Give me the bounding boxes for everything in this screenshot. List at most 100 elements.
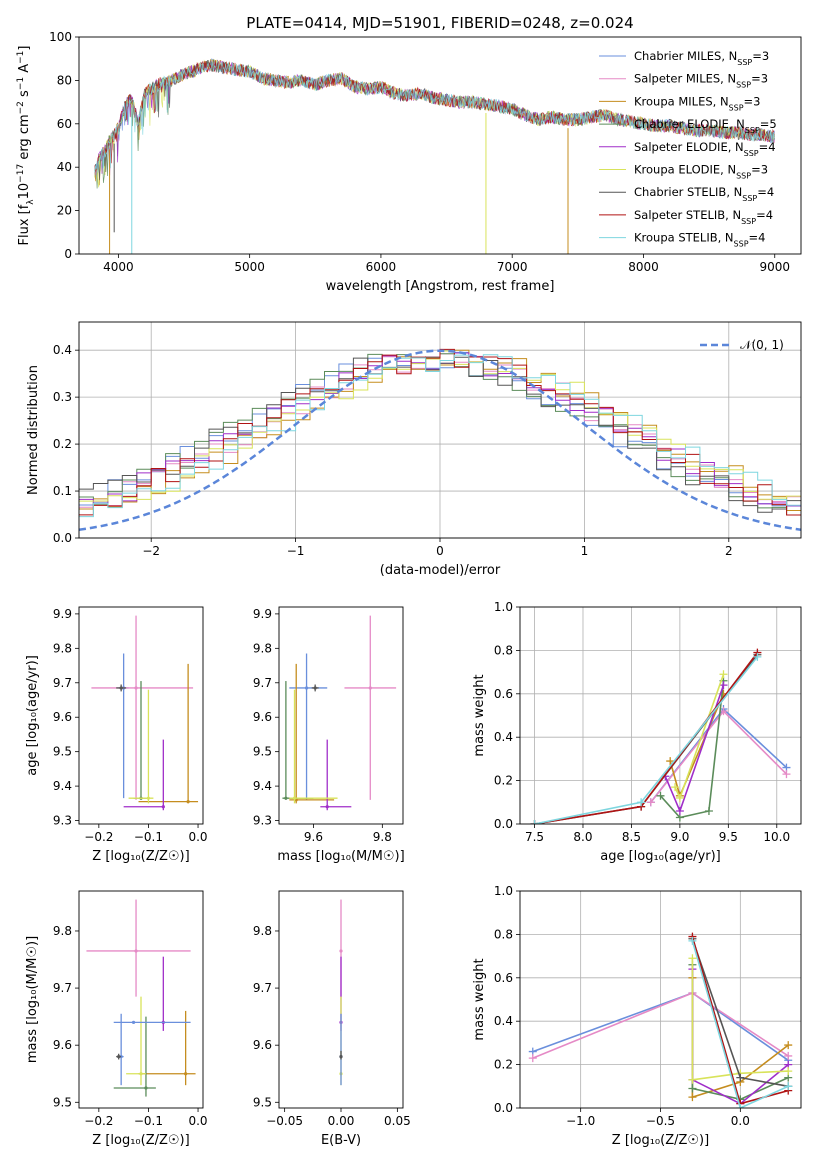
weight-vs-age-chart: 7.5 8.0 8.5 9.0 9.5 10.0 0.0 0.2 0.4 0.6 0.8 1.0 age… <box>472 600 802 864</box>
legend: Chabrier MILES, NSSP=3 Salpeter MILES, NS… <box>599 49 777 248</box>
y-tick-label: 9.7 <box>53 981 72 995</box>
error-bars <box>86 899 196 1097</box>
y-tick-label: 9.5 <box>253 1095 272 1109</box>
legend-label: 𝒩(0, 1) <box>740 338 784 352</box>
spectrum-line <box>94 59 775 173</box>
y-tick-label: 9.3 <box>53 814 72 828</box>
data-point <box>131 1020 136 1024</box>
x-tick-label: 0.0 <box>188 830 207 844</box>
y-tick-label: 9.3 <box>253 814 272 828</box>
y-tick-label: 9.8 <box>53 641 72 655</box>
y-axis-label: Flux [fλ10−17 erg cm−2 s−1 A−1] <box>16 46 36 246</box>
weight-marker <box>656 791 665 800</box>
data-point <box>339 1055 343 1059</box>
data-point <box>284 796 288 800</box>
x-axis-label: mass [log₁₀(M/M☉)] <box>277 849 404 864</box>
page-title: PLATE=0414, MJD=51901, FIBERID=0248, z=0… <box>246 14 633 32</box>
x-axis-label: (data-model)/error <box>380 563 501 578</box>
normal-curve <box>79 349 801 532</box>
weight-marker <box>688 954 697 963</box>
x-axis-label: E(B-V) <box>321 1133 361 1148</box>
y-tick-label: 9.5 <box>53 745 72 759</box>
weight-marker <box>688 1075 697 1084</box>
x-tick-label: 9.6 <box>304 830 323 844</box>
weight-lines <box>528 932 793 1108</box>
x-tick-label: 8.5 <box>622 830 641 844</box>
legend-label: Salpeter STELIB, NSSP=4 <box>634 208 773 226</box>
x-tick-label: 9.0 <box>670 830 689 844</box>
x-tick-label: 0 <box>436 544 444 558</box>
x-tick-label: 9.5 <box>719 830 738 844</box>
data-point <box>184 1072 188 1076</box>
histogram-step <box>79 348 801 516</box>
y-tick-label: 9.4 <box>253 779 272 793</box>
plot-area <box>528 932 793 1108</box>
y-tick-label: 60 <box>57 117 72 131</box>
plot-area <box>86 899 196 1097</box>
y-tick-label: 9.5 <box>53 1095 72 1109</box>
y-tick-label: 0.0 <box>53 531 72 545</box>
weight-marker <box>528 1054 537 1063</box>
data-point <box>325 805 329 809</box>
age-vs-Z-chart: −0.2 −0.1 0.0 9.3 9.4 9.5 9.6 9.7 9.8 9.9 Z [log₁₀… <box>25 606 208 864</box>
mass-vs-ebv-chart: −0.05 0.00 0.05 9.5 9.6 9.7 9.8 E(B-V) <box>253 890 411 1148</box>
axes-frame <box>519 606 802 825</box>
legend-label: Kroupa STELIB, NSSP=4 <box>634 231 765 249</box>
weight-marker <box>675 793 684 802</box>
y-tick-label: 0 <box>64 247 72 261</box>
weight-marker <box>688 1084 697 1093</box>
weight-line <box>691 958 789 1081</box>
data-point <box>368 686 372 690</box>
x-tick-label: 8000 <box>628 260 659 274</box>
weight-line <box>691 940 789 1108</box>
weight-marker <box>784 1067 793 1076</box>
x-tick-label: −2 <box>142 544 160 558</box>
y-tick-label: 9.9 <box>53 607 72 621</box>
x-axis-label: wavelength [Angstrom, rest frame] <box>326 279 555 294</box>
weight-marker <box>688 1093 697 1102</box>
y-tick-label: 0.4 <box>494 730 513 744</box>
axes-frame <box>78 890 204 1109</box>
y-tick-label: 9.8 <box>53 924 72 938</box>
y-tick-label: 100 <box>49 30 72 44</box>
y-tick-label: 0.0 <box>494 817 513 831</box>
y-tick-label: 40 <box>57 160 72 174</box>
plot-area <box>339 899 343 1086</box>
histogram-step <box>79 354 801 518</box>
x-tick-label: 7000 <box>497 260 528 274</box>
weight-marker <box>637 798 646 807</box>
y-tick-label: 9.6 <box>53 710 72 724</box>
y-tick-label: 9.7 <box>253 981 272 995</box>
x-tick-label: 10.0 <box>763 830 790 844</box>
weight-marker <box>688 936 697 945</box>
x-tick-label: −0.2 <box>84 830 113 844</box>
x-tick-label: −0.5 <box>646 1114 675 1128</box>
data-point <box>134 949 138 953</box>
y-tick-label: 9.5 <box>253 745 272 759</box>
plot-area <box>91 615 199 811</box>
axes-frame <box>278 606 404 825</box>
weight-marker <box>530 820 539 824</box>
y-tick-label: 0.2 <box>494 1058 513 1072</box>
y-tick-label: 1.0 <box>494 884 513 898</box>
residuals-chart: −2 −1 0 1 2 0.0 0.1 0.2 0.3 0.4 (data-model)/error… <box>26 321 802 578</box>
x-tick-label: 9.8 <box>373 830 392 844</box>
data-point <box>144 1086 148 1090</box>
legend-label: Chabrier MILES, NSSP=3 <box>634 49 769 67</box>
x-tick-label: 6000 <box>366 260 397 274</box>
axes-frame <box>78 36 802 255</box>
spectrum-line <box>94 60 775 173</box>
weight-vs-Z-chart: −1.0 −0.5 0.0 0.0 0.2 0.4 0.6 0.8 1.0 Z [log₁₀(Z/… <box>472 884 802 1148</box>
data-point <box>146 796 151 800</box>
x-tick-label: −1 <box>287 544 305 558</box>
weight-marker <box>646 798 655 807</box>
y-tick-label: 0.6 <box>494 687 513 701</box>
y-tick-label: 9.6 <box>253 710 272 724</box>
y-axis-label: mass weight <box>472 674 487 756</box>
x-axis-label: Z [log₁₀(Z/Z☉)] <box>92 849 189 864</box>
legend-label: Salpeter MILES, NSSP=3 <box>634 72 768 90</box>
weight-marker <box>784 1051 793 1060</box>
y-axis-label: Normed distribution <box>26 365 41 495</box>
data-point <box>313 686 317 690</box>
data-point <box>117 1055 121 1059</box>
